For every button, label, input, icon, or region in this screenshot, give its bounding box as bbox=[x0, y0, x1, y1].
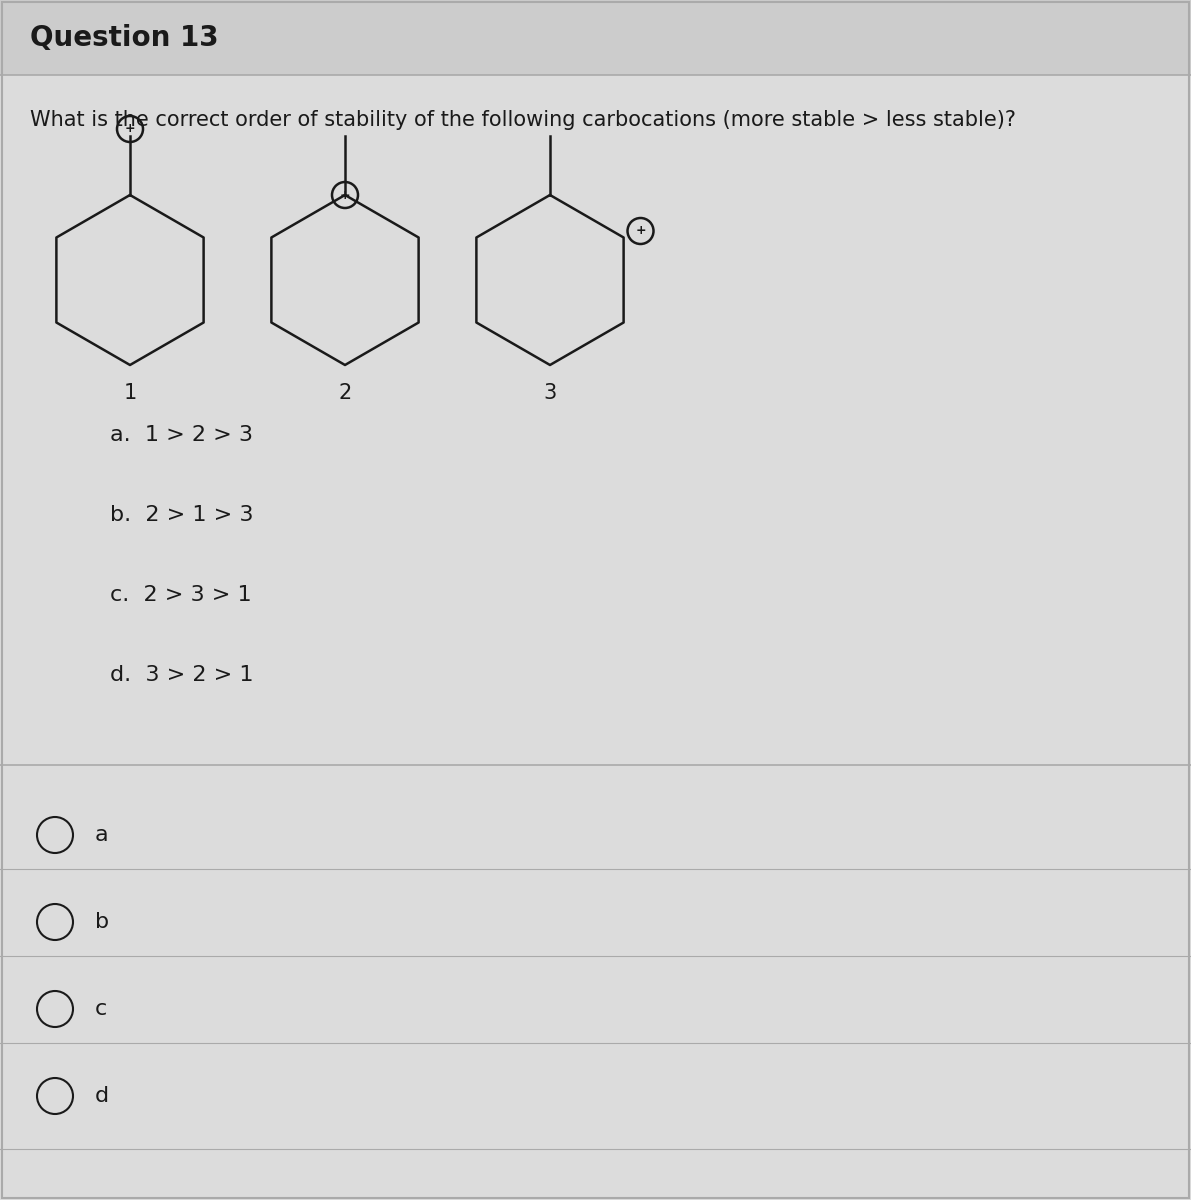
Text: +: + bbox=[339, 188, 350, 202]
Text: c: c bbox=[95, 998, 107, 1019]
Text: What is the correct order of stability of the following carbocations (more stabl: What is the correct order of stability o… bbox=[30, 110, 1016, 130]
Text: a.  1 > 2 > 3: a. 1 > 2 > 3 bbox=[110, 425, 252, 445]
Text: b.  2 > 1 > 3: b. 2 > 1 > 3 bbox=[110, 505, 254, 526]
Bar bbox=[0, 0, 1191, 74]
Text: Question 13: Question 13 bbox=[30, 24, 219, 52]
Text: 3: 3 bbox=[543, 383, 556, 403]
Text: 2: 2 bbox=[338, 383, 351, 403]
Text: d.  3 > 2 > 1: d. 3 > 2 > 1 bbox=[110, 665, 254, 685]
Text: c.  2 > 3 > 1: c. 2 > 3 > 1 bbox=[110, 584, 251, 605]
Text: a: a bbox=[95, 826, 108, 845]
Text: +: + bbox=[635, 224, 646, 238]
Text: d: d bbox=[95, 1086, 110, 1106]
Text: 1: 1 bbox=[124, 383, 137, 403]
Text: b: b bbox=[95, 912, 110, 932]
Text: +: + bbox=[125, 122, 136, 136]
